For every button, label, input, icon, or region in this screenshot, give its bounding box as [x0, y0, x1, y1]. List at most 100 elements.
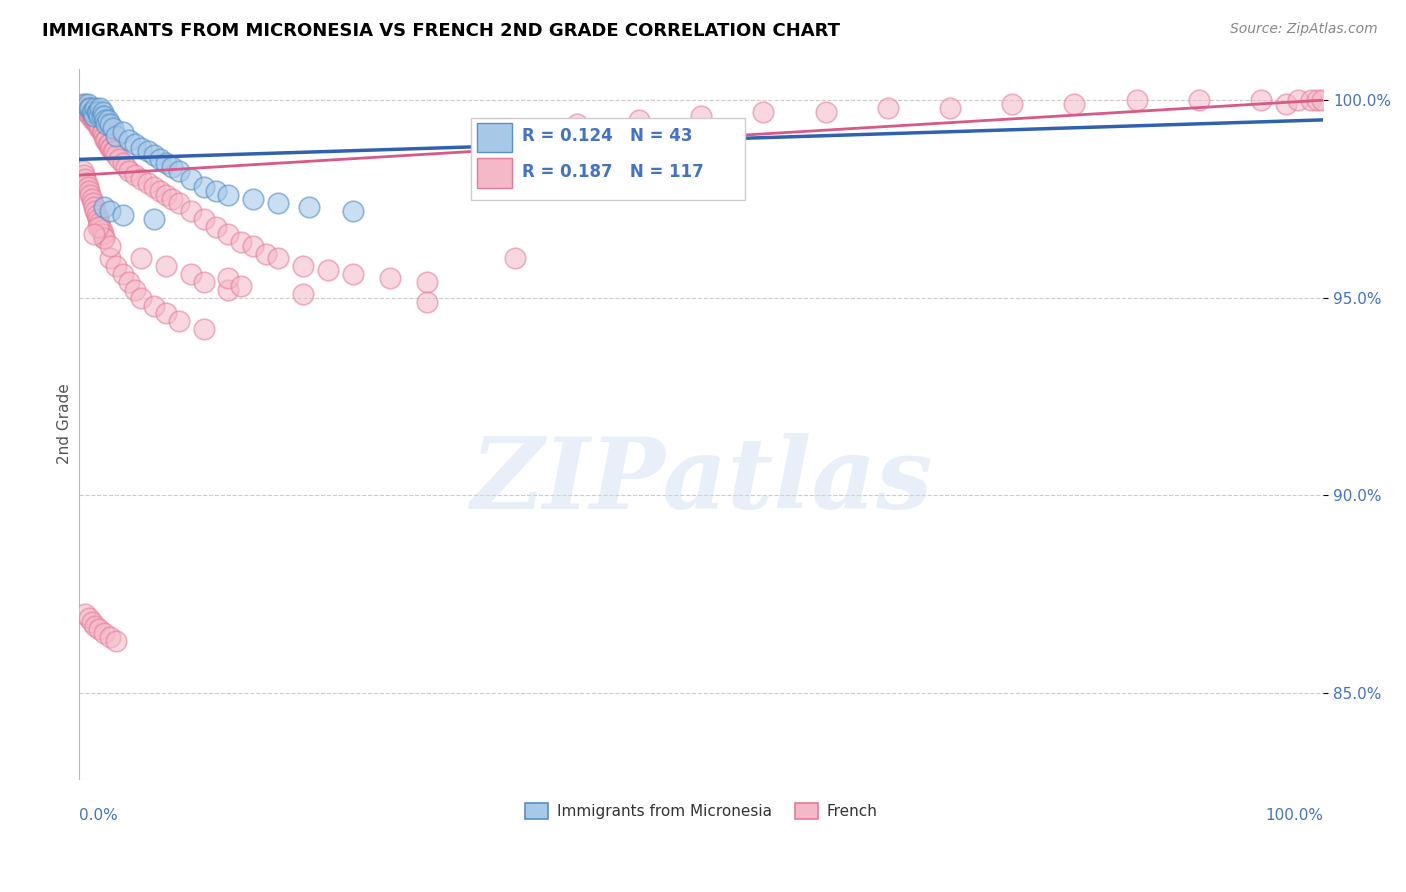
- Point: [242, 192, 264, 206]
- Point: [205, 219, 228, 234]
- Point: [75, 97, 97, 112]
- Point: [752, 105, 775, 120]
- Point: [342, 203, 364, 218]
- Point: [93, 128, 115, 143]
- Point: [167, 314, 190, 328]
- Point: [100, 140, 122, 154]
- Text: R = 0.124   N = 43: R = 0.124 N = 43: [522, 127, 693, 145]
- Point: [292, 286, 315, 301]
- Point: [267, 251, 290, 265]
- Point: [217, 227, 239, 242]
- Point: [86, 208, 108, 222]
- Point: [98, 136, 121, 151]
- Point: [87, 105, 110, 120]
- Text: 0.0%: 0.0%: [79, 808, 118, 823]
- Y-axis label: 2nd Grade: 2nd Grade: [58, 384, 72, 465]
- Point: [89, 219, 111, 234]
- Point: [90, 223, 112, 237]
- Point: [205, 184, 228, 198]
- Point: [267, 195, 290, 210]
- Point: [118, 275, 141, 289]
- Point: [98, 631, 121, 645]
- Point: [90, 109, 112, 123]
- Point: [416, 275, 439, 289]
- Point: [87, 216, 110, 230]
- Point: [97, 112, 120, 127]
- Point: [124, 168, 146, 182]
- FancyBboxPatch shape: [471, 119, 745, 200]
- Point: [87, 623, 110, 637]
- Point: [111, 125, 134, 139]
- Point: [91, 227, 114, 242]
- Point: [76, 180, 98, 194]
- Point: [105, 634, 128, 648]
- Point: [1188, 93, 1211, 107]
- Point: [111, 156, 134, 170]
- Point: [86, 117, 108, 131]
- Point: [97, 136, 120, 151]
- Point: [162, 161, 184, 175]
- Point: [1250, 93, 1272, 107]
- Point: [193, 180, 215, 194]
- Point: [80, 615, 103, 629]
- Point: [76, 105, 98, 120]
- Point: [83, 200, 105, 214]
- Point: [136, 145, 159, 159]
- Point: [87, 219, 110, 234]
- Legend: Immigrants from Micronesia, French: Immigrants from Micronesia, French: [519, 797, 884, 825]
- Point: [76, 176, 98, 190]
- Point: [98, 203, 121, 218]
- Point: [131, 172, 153, 186]
- Point: [1286, 93, 1309, 107]
- Point: [93, 626, 115, 640]
- Point: [87, 120, 110, 135]
- Point: [229, 278, 252, 293]
- Point: [103, 145, 125, 159]
- Point: [84, 203, 107, 218]
- Point: [73, 168, 96, 182]
- Point: [416, 294, 439, 309]
- Point: [75, 101, 97, 115]
- Point: [82, 105, 104, 120]
- Point: [155, 188, 177, 202]
- Point: [75, 607, 97, 621]
- Point: [217, 271, 239, 285]
- Point: [93, 200, 115, 214]
- Point: [167, 195, 190, 210]
- Point: [73, 101, 96, 115]
- Point: [96, 133, 118, 147]
- Point: [89, 101, 111, 115]
- Point: [80, 192, 103, 206]
- Point: [292, 259, 315, 273]
- Point: [82, 195, 104, 210]
- Point: [105, 259, 128, 273]
- Point: [79, 101, 101, 115]
- Point: [1299, 93, 1322, 107]
- Text: 100.0%: 100.0%: [1265, 808, 1323, 823]
- Point: [84, 112, 107, 127]
- Point: [142, 299, 165, 313]
- Point: [83, 112, 105, 127]
- Point: [1310, 93, 1333, 107]
- Point: [298, 200, 321, 214]
- Point: [105, 148, 128, 162]
- Point: [96, 117, 118, 131]
- Point: [155, 306, 177, 320]
- Point: [229, 235, 252, 250]
- Point: [142, 211, 165, 226]
- Point: [77, 610, 100, 624]
- Point: [136, 176, 159, 190]
- Point: [83, 227, 105, 242]
- Point: [108, 153, 131, 167]
- Point: [217, 188, 239, 202]
- Point: [124, 283, 146, 297]
- Point: [155, 259, 177, 273]
- FancyBboxPatch shape: [477, 158, 512, 188]
- Point: [876, 101, 898, 115]
- Point: [79, 188, 101, 202]
- Point: [149, 184, 172, 198]
- Point: [87, 117, 110, 131]
- Point: [105, 128, 128, 143]
- Point: [79, 109, 101, 123]
- Point: [193, 322, 215, 336]
